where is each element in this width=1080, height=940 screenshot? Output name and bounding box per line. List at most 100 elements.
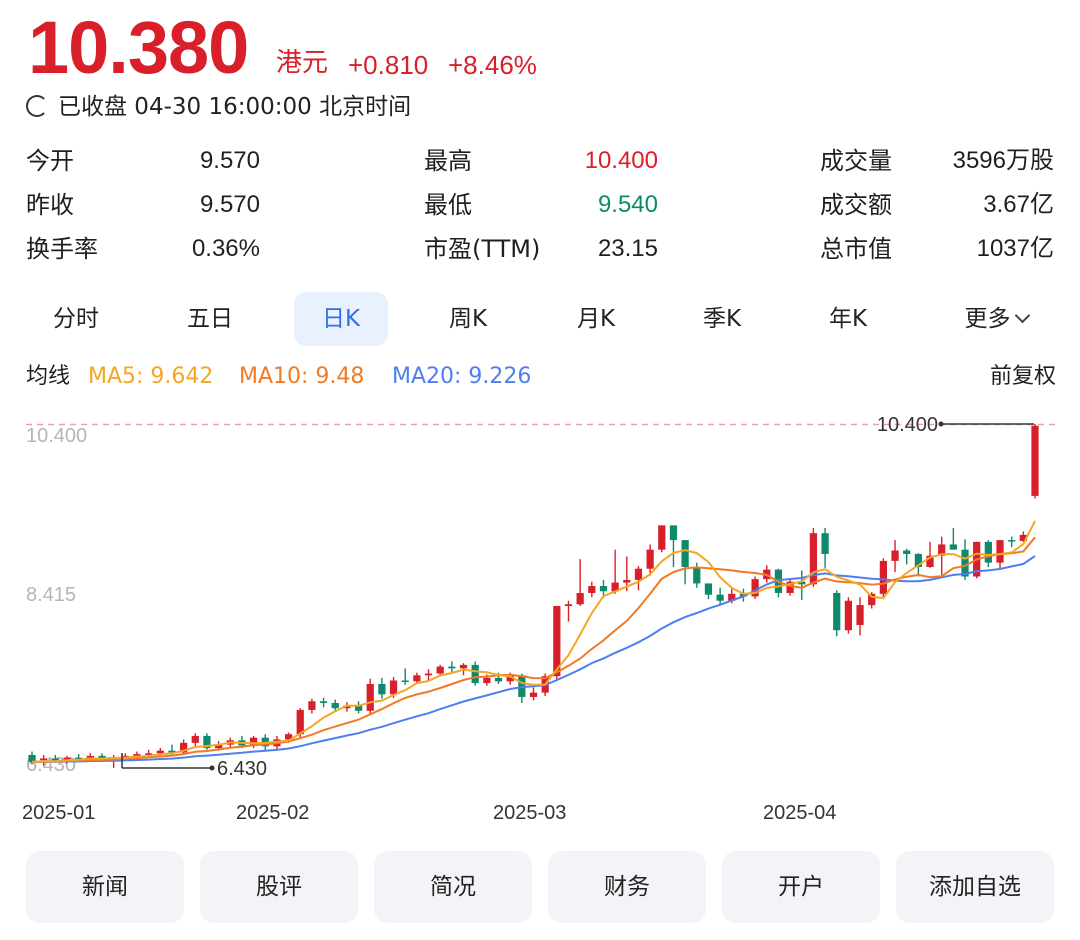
stat-value-market-cap: 1037亿 <box>976 235 1054 262</box>
currency-label: 港元 <box>276 48 329 78</box>
stat-label-high: 最高 <box>424 147 472 175</box>
candle-body <box>284 734 293 740</box>
candle-body <box>366 683 374 711</box>
candle-body <box>961 549 969 577</box>
candle-body <box>51 758 59 762</box>
clock-icon <box>26 95 48 117</box>
news-button[interactable]: 新闻 <box>26 851 184 923</box>
candle-body <box>646 549 654 569</box>
x-tick-label: 2025-03 <box>493 802 566 824</box>
stat-value-volume: 3596万股 <box>952 147 1054 174</box>
min-marker-dot <box>209 765 215 771</box>
x-tick-label: 2025-04 <box>763 802 836 824</box>
candle-body <box>868 593 876 606</box>
candle-body <box>786 581 794 593</box>
candle-body <box>844 600 853 631</box>
candle-body <box>588 586 596 593</box>
financials-button[interactable]: 财务 <box>548 851 706 923</box>
open-account-button[interactable]: 开户 <box>722 851 880 923</box>
ma10-value: MA10: 9.48 <box>239 364 365 389</box>
candle-body <box>436 666 444 674</box>
candle-body <box>938 544 946 556</box>
market-status: 已收盘 04-30 16:00:00 北京时间 <box>26 92 411 122</box>
tab-label: 月K <box>576 306 616 332</box>
candle-body <box>856 605 864 626</box>
tab-label: 周K <box>448 306 488 332</box>
candle-body <box>156 750 164 754</box>
candle-body <box>448 666 456 669</box>
candle-body <box>599 586 608 592</box>
price-change-pct: +8.46% <box>448 50 537 80</box>
candle-body <box>145 753 153 755</box>
candle-body <box>996 540 1004 563</box>
stat-value-high: 10.400 <box>584 147 658 174</box>
profile-button[interactable]: 简况 <box>374 851 532 923</box>
candle-body <box>728 593 736 601</box>
stat-label-prev-close: 昨收 <box>26 191 74 219</box>
market-status-text: 已收盘 04-30 16:00:00 北京时间 <box>58 94 412 120</box>
y-tick-label: 8.415 <box>26 584 76 606</box>
candle-body <box>891 550 899 561</box>
candle-body <box>681 540 689 567</box>
stat-value-turnover-rate: 0.36% <box>191 235 260 262</box>
candle-body <box>133 754 141 756</box>
ma-title: 均线 <box>26 364 71 389</box>
candle-body <box>529 692 538 697</box>
tab-quarterly-k[interactable]: 季K <box>672 292 772 346</box>
adjust-mode[interactable]: 前复权 <box>989 364 1056 389</box>
candle-body <box>553 605 561 677</box>
candle-body <box>833 592 841 631</box>
candle-body <box>693 566 701 584</box>
candle-body <box>984 541 992 563</box>
candle-body <box>459 664 468 669</box>
candle-body <box>506 675 514 682</box>
tab-weekly-k[interactable]: 周K <box>418 292 518 346</box>
candle-body <box>564 604 573 606</box>
min-marker-label: 6.430 <box>217 758 267 780</box>
tab-intraday[interactable]: 分时 <box>26 292 126 346</box>
candle-body <box>751 579 759 597</box>
candle-body <box>40 758 48 761</box>
candle-body <box>903 550 911 554</box>
candle-body <box>28 755 36 762</box>
ma-legend: 均线 MA5: 9.642 MA10: 9.48 MA20: 9.226 前复权 <box>26 362 1056 392</box>
tab-label: 更多 <box>964 306 1011 332</box>
kline-chart[interactable]: 10.400 8.415 6.430 10.400 6.430 2025-01 … <box>0 400 1080 840</box>
candle-body <box>214 744 223 749</box>
stat-value-turnover: 3.67亿 <box>983 191 1054 218</box>
candle-body <box>331 703 339 709</box>
tab-monthly-k[interactable]: 月K <box>546 292 646 346</box>
candle-body <box>180 742 188 753</box>
last-price: 10.380 <box>28 6 249 89</box>
candle-body <box>1031 425 1039 496</box>
candle-body <box>634 568 643 580</box>
candle-body <box>1008 540 1016 542</box>
stat-label-low: 最低 <box>424 191 472 219</box>
add-watchlist-button[interactable]: 添加自选 <box>896 851 1054 923</box>
x-tick-label: 2025-02 <box>236 802 309 824</box>
candle-body <box>949 544 957 550</box>
ma20-line <box>31 555 1036 763</box>
candle-body <box>809 533 818 585</box>
tab-more[interactable]: 更多 <box>936 292 1056 346</box>
stat-value-prev-close: 9.570 <box>199 191 260 218</box>
tab-daily-k[interactable]: 日K <box>294 292 388 346</box>
tab-five-day[interactable]: 五日 <box>160 292 260 346</box>
commentary-button[interactable]: 股评 <box>200 851 358 923</box>
max-price-marker: 10.400 <box>877 414 1034 436</box>
candle-body <box>611 582 619 592</box>
candle-body <box>354 705 363 711</box>
candle-body <box>296 709 304 735</box>
candle-body <box>658 525 666 550</box>
candle-body <box>249 737 258 746</box>
stat-label-open: 今开 <box>26 147 74 175</box>
tab-label: 五日 <box>187 306 233 332</box>
ma10-line <box>31 536 1036 763</box>
candle-body <box>343 705 351 709</box>
tab-yearly-k[interactable]: 年K <box>798 292 898 346</box>
candle-body <box>1019 534 1027 541</box>
candle-body <box>669 525 678 541</box>
candle-body <box>401 680 409 682</box>
candle-body <box>926 555 934 567</box>
stat-label-volume: 成交量 <box>820 147 892 175</box>
